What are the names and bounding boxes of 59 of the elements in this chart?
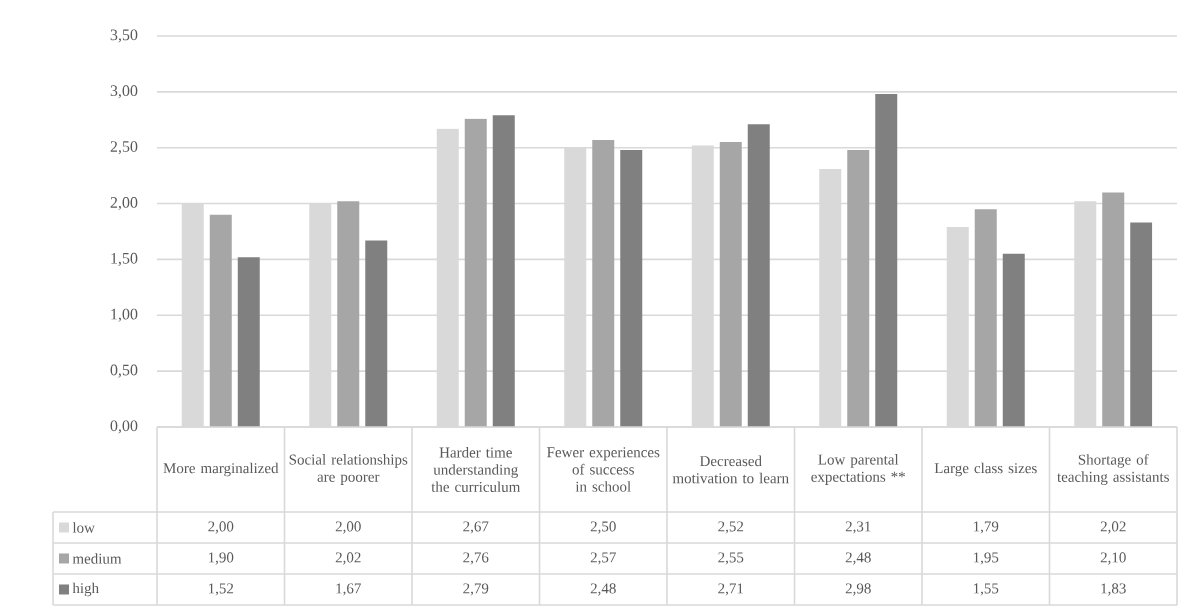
y-tick-label: 2,50 (110, 141, 138, 155)
x-tick-label: Large class sizes (934, 462, 1037, 477)
y-tick-label: 1,50 (111, 252, 138, 266)
bar (1130, 222, 1153, 427)
bar (847, 149, 870, 427)
bar (365, 240, 388, 427)
x-tick-label: Social relationships are poorer (289, 454, 408, 485)
legend-label: high (72, 582, 99, 597)
bar (492, 115, 515, 427)
data-label: 2,76 (463, 552, 489, 565)
bar (337, 201, 360, 427)
bar (592, 139, 615, 427)
data-label: 2,50 (590, 521, 616, 534)
y-tick-label: 1,00 (111, 308, 138, 322)
y-tick-label: 3,00 (110, 85, 138, 99)
y-tick-label: 0,50 (110, 364, 138, 378)
data-label: 1,79 (973, 521, 999, 534)
data-label: 2,10 (1100, 552, 1126, 565)
y-tick-label: 2,00 (110, 197, 138, 211)
x-tick-label: More marginalized (163, 462, 279, 477)
x-tick-label: Harder time understanding the curriculum (431, 447, 521, 492)
bar (747, 124, 770, 427)
bar (719, 142, 742, 427)
data-label: 2,02 (1100, 521, 1126, 534)
bar (237, 257, 260, 427)
data-label: 1,90 (208, 552, 234, 565)
data-label: 1,95 (973, 552, 999, 565)
x-tick-label: Low parental expectations ** (811, 454, 906, 485)
x-tick-label: Shortage of teaching assistants (1057, 453, 1169, 485)
y-tick-label: 0,00 (110, 420, 138, 434)
legend-label: medium (72, 553, 122, 564)
data-label: 2,55 (718, 552, 744, 565)
x-tick-label: Decreased motivation to learn (672, 455, 789, 484)
data-label: 1,83 (1101, 583, 1126, 596)
bar (620, 149, 643, 427)
bar (1002, 253, 1025, 427)
data-label: 2,67 (463, 521, 489, 534)
data-label: 2,48 (590, 583, 616, 596)
data-label: 2,71 (718, 583, 743, 596)
bar (875, 94, 898, 427)
bar (209, 214, 232, 427)
data-label: 2,52 (718, 521, 744, 534)
data-label: 2,31 (845, 521, 871, 534)
data-label: 2,79 (463, 583, 489, 596)
data-label: 1,55 (973, 583, 999, 596)
data-label: 2,00 (208, 521, 234, 534)
x-tick-label: Fewer experiences of success in school (547, 447, 660, 492)
data-label: 2,00 (335, 521, 361, 534)
bar (1102, 192, 1125, 427)
data-label: 2,02 (335, 552, 361, 565)
data-label: 1,67 (336, 583, 361, 596)
data-label: 2,98 (845, 583, 871, 596)
bar (974, 209, 997, 427)
legend-label: low (72, 522, 95, 533)
y-tick-label: 3,50 (110, 29, 138, 43)
data-label: 2,48 (845, 552, 871, 565)
data-label: 2,57 (590, 552, 616, 565)
bar (464, 118, 487, 427)
data-label: 1,52 (208, 583, 234, 596)
